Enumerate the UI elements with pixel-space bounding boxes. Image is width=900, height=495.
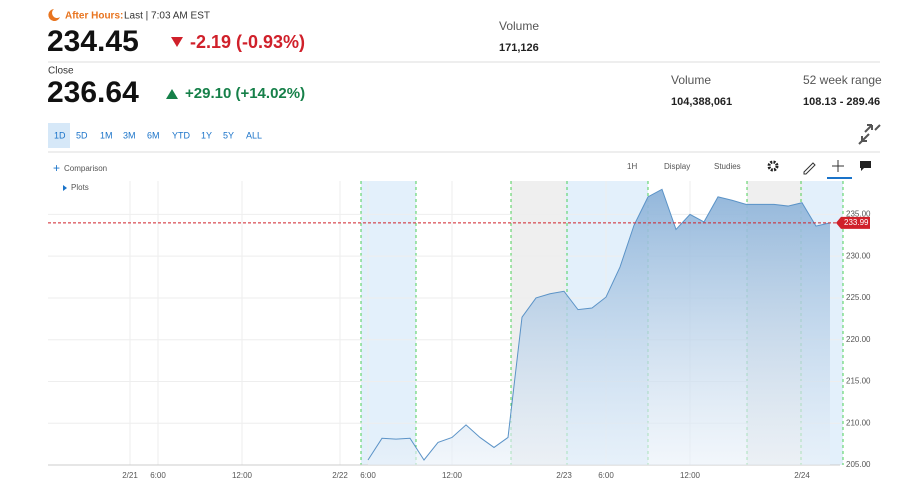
after-hours-change: -2.19 (-0.93%) xyxy=(190,32,305,52)
range-button[interactable]: 1Y xyxy=(201,130,212,140)
close-change: +29.10 (+14.02%) xyxy=(185,85,305,102)
studies-button[interactable]: Studies xyxy=(714,162,741,171)
x-tick-label: 6:00 xyxy=(150,471,166,480)
volume-label: Volume xyxy=(499,19,539,33)
close-price: 236.64 xyxy=(47,76,139,109)
selected-range-bg xyxy=(48,123,70,148)
range-button[interactable]: YTD xyxy=(172,130,191,140)
down-arrow xyxy=(171,37,183,47)
x-tick-label: 2/23 xyxy=(556,471,572,480)
moon-icon xyxy=(48,9,60,21)
y-tick-label: 235.00 xyxy=(846,210,871,219)
range-button[interactable]: 5Y xyxy=(223,130,234,140)
after-hours-label: After Hours: xyxy=(65,11,123,22)
x-tick-label: 6:00 xyxy=(598,471,614,480)
y-tick-label: 230.00 xyxy=(846,251,871,260)
after-hours-time: Last | 7:03 AM EST xyxy=(124,11,210,22)
chart: 205.00 210.00 215.00 220.00 225.00 230.00 235.… xyxy=(48,181,871,480)
range-button[interactable]: 3M xyxy=(123,130,136,140)
x-tick-label: 12:00 xyxy=(232,471,253,480)
y-tick-label: 215.00 xyxy=(846,377,871,386)
volume-value: 104,388,061 xyxy=(671,96,732,108)
up-arrow xyxy=(166,89,178,99)
plots-arrow xyxy=(63,185,67,191)
interval-button[interactable]: 1H xyxy=(627,162,637,171)
after-hours-price: 234.45 xyxy=(47,25,139,58)
expand-icon[interactable] xyxy=(858,124,881,145)
y-tick-label: 220.00 xyxy=(846,335,871,344)
x-tick-label: 2/22 xyxy=(332,471,348,480)
range-button[interactable]: 6M xyxy=(147,130,160,140)
price-area xyxy=(368,189,830,465)
range-button[interactable]: ALL xyxy=(246,130,262,140)
draw-icon[interactable] xyxy=(803,162,816,175)
range-button[interactable]: 1D xyxy=(54,130,66,140)
x-tick-label: 2/21 xyxy=(122,471,138,480)
crosshair-icon[interactable] xyxy=(832,160,844,172)
last-price-label: 233.99 xyxy=(844,218,869,227)
range-label: 52 week range xyxy=(803,73,882,87)
range-button[interactable]: 5D xyxy=(76,130,88,140)
y-tick-label: 205.00 xyxy=(846,460,871,469)
premarket-band xyxy=(361,181,416,465)
y-tick-label: 210.00 xyxy=(846,418,871,427)
price-line xyxy=(367,188,831,461)
comment-icon[interactable] xyxy=(860,161,871,171)
volume-value: 171,126 xyxy=(499,42,539,54)
comparison-button[interactable]: Comparison xyxy=(64,164,107,173)
x-tick-label: 2/24 xyxy=(794,471,810,480)
range-button[interactable]: 1M xyxy=(100,130,113,140)
plots-button[interactable]: Plots xyxy=(71,183,89,192)
y-tick-label: 225.00 xyxy=(846,293,871,302)
plus-icon: + xyxy=(53,161,60,175)
range-buttons: 1D 5D 1M 3M 6M YTD 1Y 5Y ALL xyxy=(54,130,262,140)
x-tick-label: 6:00 xyxy=(360,471,376,480)
x-tick-label: 12:00 xyxy=(442,471,463,480)
settings-icon[interactable] xyxy=(767,160,779,172)
close-label: Close xyxy=(48,66,74,77)
volume-label: Volume xyxy=(671,73,711,87)
display-button[interactable]: Display xyxy=(664,162,690,171)
x-tick-label: 12:00 xyxy=(680,471,701,480)
range-value: 108.13 - 289.46 xyxy=(803,96,880,108)
last-price-tag xyxy=(836,216,870,229)
